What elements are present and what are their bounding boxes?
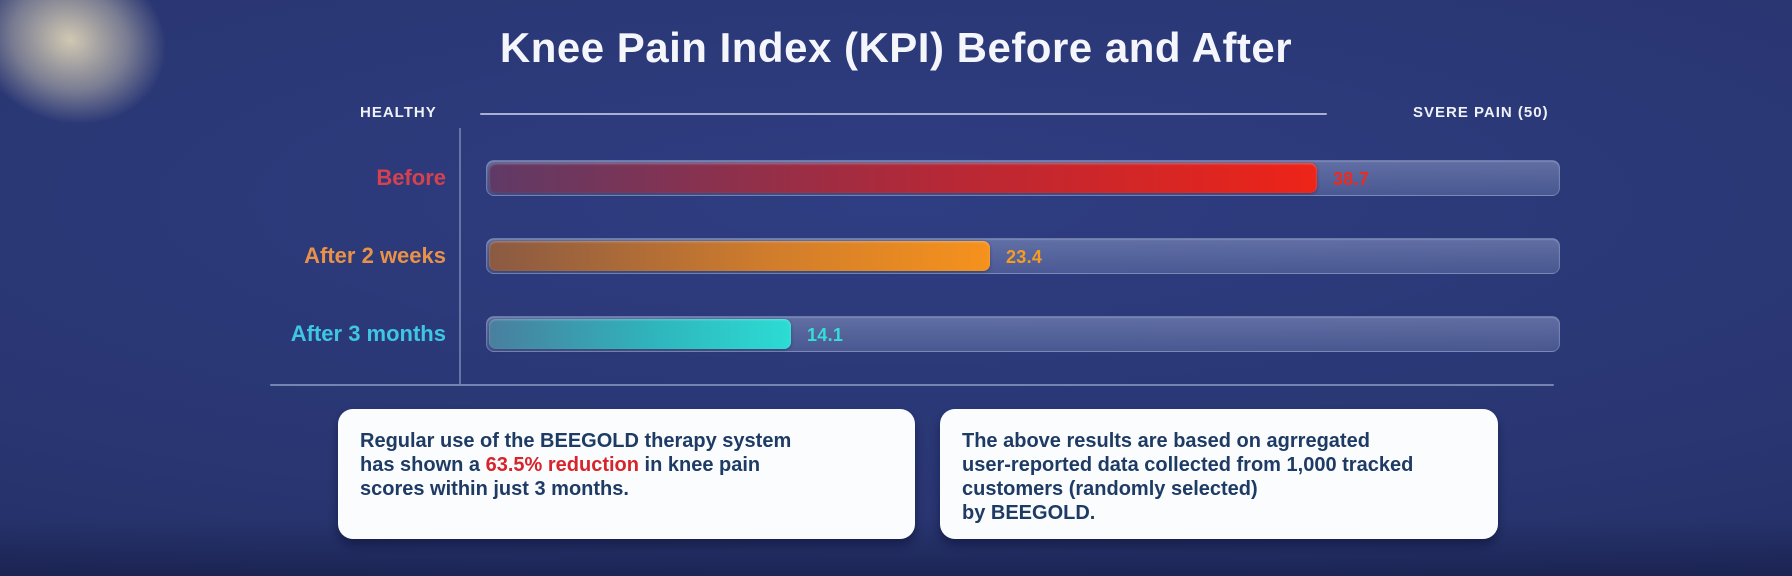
- bar-value-label: 38.7: [1333, 169, 1370, 189]
- card-text: user-reported data collected from 1,000 …: [962, 454, 1414, 476]
- bar-value-label: 23.4: [1006, 247, 1043, 267]
- card-text: by BEEGOLD.: [962, 502, 1096, 524]
- bar-fill: [489, 319, 791, 349]
- chart-title: Knee Pain Index (KPI) Before and After: [499, 24, 1293, 71]
- bar-category-label: After 2 weeks: [304, 243, 446, 268]
- bar-track: 14.1: [486, 316, 1560, 352]
- axis-label-healthy: HEALTHY: [360, 104, 437, 121]
- axis-label-severe-pain: SVERE PAIN (50): [1413, 104, 1549, 121]
- card-text: Regular use of the BEEGOLD therapy syste…: [360, 430, 792, 452]
- summary-card-methodology: The above results are based on agrregate…: [940, 409, 1498, 539]
- card-text: The above results are based on agrregate…: [962, 430, 1370, 452]
- bar-value-label: 14.1: [807, 325, 844, 345]
- card-text: scores within just 3 months.: [360, 478, 629, 500]
- axis-top-line: [480, 113, 1327, 115]
- card-text: customers (randomly selected): [962, 478, 1258, 500]
- summary-card-reduction: Regular use of the BEEGOLD therapy syste…: [338, 409, 915, 539]
- bar-category-label: Before: [376, 165, 446, 190]
- bar-fill: [489, 163, 1317, 193]
- x-baseline: [270, 384, 1554, 386]
- bar-track: 23.4: [486, 238, 1560, 274]
- bar-fill: [489, 241, 990, 271]
- bar-track: 38.7: [486, 160, 1560, 196]
- y-axis-line: [459, 128, 461, 384]
- card-text: has shown a: [360, 454, 486, 476]
- bar-category-label: After 3 months: [290, 321, 446, 346]
- reduction-highlight: 63.5% reduction: [485, 454, 639, 476]
- card-text: in knee pain: [638, 454, 761, 476]
